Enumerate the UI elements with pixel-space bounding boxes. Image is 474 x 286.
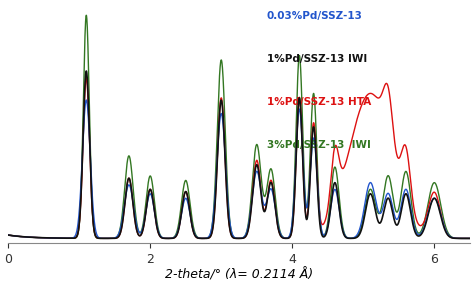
1%Pd/SSZ-13 IWI: [202, 237, 208, 240]
1%Pd/SSZ-13 HTA: [182, 190, 188, 194]
1%Pd/SSZ-13 HTA: [467, 237, 473, 240]
1%Pd/SSZ-13 IWI: [408, 213, 414, 217]
0.03%Pd/SSZ-13: [5, 233, 11, 237]
0.03%Pd/SSZ-13: [83, 98, 89, 102]
1%Pd/SSZ-13 HTA: [458, 237, 464, 240]
1%Pd/SSZ-13 IWI: [467, 237, 473, 240]
1%Pd/SSZ-13 IWI: [182, 190, 188, 194]
Text: 1%Pd/SSZ-13 IWI: 1%Pd/SSZ-13 IWI: [267, 54, 367, 64]
X-axis label: 2-theta/° (λ= 0.2114 Å): 2-theta/° (λ= 0.2114 Å): [165, 268, 313, 282]
1%Pd/SSZ-13 HTA: [58, 237, 64, 240]
1%Pd/SSZ-13 HTA: [85, 106, 91, 110]
1%Pd/SSZ-13 IWI: [83, 69, 89, 73]
Line: 3%Pd/SSZ-13  IWI: 3%Pd/SSZ-13 IWI: [8, 15, 470, 239]
Text: 1%Pd/SSZ-13 HTA: 1%Pd/SSZ-13 HTA: [267, 97, 371, 107]
1%Pd/SSZ-13 IWI: [85, 101, 91, 104]
1%Pd/SSZ-13 IWI: [58, 237, 64, 240]
Line: 1%Pd/SSZ-13 HTA: 1%Pd/SSZ-13 HTA: [8, 78, 470, 239]
1%Pd/SSZ-13 HTA: [408, 184, 414, 188]
Line: 1%Pd/SSZ-13 IWI: 1%Pd/SSZ-13 IWI: [8, 71, 470, 239]
3%Pd/SSZ-13  IWI: [58, 237, 64, 240]
3%Pd/SSZ-13  IWI: [85, 61, 91, 65]
1%Pd/SSZ-13 IWI: [458, 237, 464, 240]
1%Pd/SSZ-13 HTA: [5, 233, 11, 237]
3%Pd/SSZ-13  IWI: [408, 198, 414, 202]
3%Pd/SSZ-13  IWI: [83, 14, 89, 17]
3%Pd/SSZ-13  IWI: [458, 237, 464, 240]
0.03%Pd/SSZ-13: [458, 237, 464, 240]
3%Pd/SSZ-13  IWI: [202, 237, 208, 240]
0.03%Pd/SSZ-13: [85, 116, 91, 120]
Text: 0.03%Pd/SSZ-13: 0.03%Pd/SSZ-13: [267, 11, 363, 21]
Line: 0.03%Pd/SSZ-13: 0.03%Pd/SSZ-13: [8, 100, 470, 239]
1%Pd/SSZ-13 HTA: [202, 237, 208, 240]
0.03%Pd/SSZ-13: [408, 209, 414, 212]
0.03%Pd/SSZ-13: [58, 237, 64, 240]
3%Pd/SSZ-13  IWI: [5, 233, 11, 237]
Text: 3%Pd/SSZ-13  IWI: 3%Pd/SSZ-13 IWI: [267, 140, 371, 150]
3%Pd/SSZ-13  IWI: [467, 237, 473, 240]
0.03%Pd/SSZ-13: [202, 237, 208, 240]
0.03%Pd/SSZ-13: [182, 197, 188, 200]
1%Pd/SSZ-13 IWI: [5, 233, 11, 237]
1%Pd/SSZ-13 HTA: [83, 76, 89, 80]
3%Pd/SSZ-13  IWI: [182, 179, 188, 182]
0.03%Pd/SSZ-13: [467, 237, 473, 240]
